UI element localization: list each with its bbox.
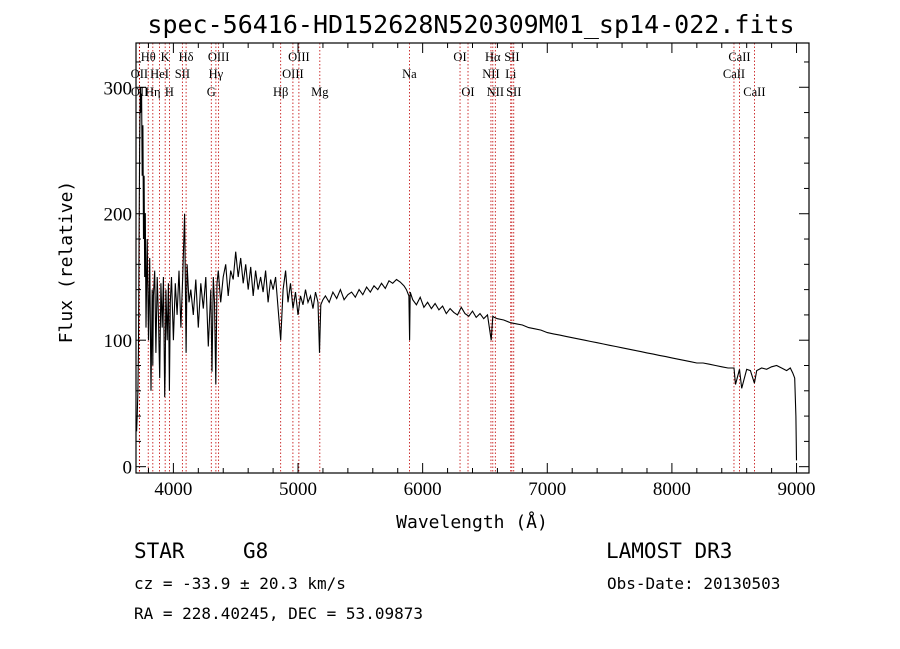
spectral-line-label: HeI [150, 67, 169, 81]
spectrum-chart: spec-56416-HD152628N520309M01_sp14-022.f… [56, 10, 816, 533]
spectral-line-label: OII [131, 85, 148, 99]
spectral-line-label: Hη [145, 85, 161, 99]
spectral-line-label: SII [504, 50, 519, 64]
x-tick-label: 6000 [404, 479, 442, 500]
x-axis: 4000 5000 6000 7000 8000 9000 [147, 43, 816, 500]
spectral-line-label: H [165, 85, 174, 99]
spectral-line-label: SII [506, 85, 521, 99]
spectral-line-label: Hθ [141, 50, 156, 64]
y-axis-label: Flux (relative) [56, 181, 77, 344]
y-tick-label: 100 [104, 331, 133, 352]
plot-frame [135, 42, 810, 474]
sky-coordinates: RA = 228.40245, DEC = 53.09873 [134, 604, 423, 623]
spectral-line-label: Hδ [179, 50, 194, 64]
spectral-line-label: Hα [485, 50, 501, 64]
spectral-line-label: Li [505, 67, 517, 81]
spectral-line-label: OII [131, 67, 148, 81]
x-axis-label: Wavelength (Å) [396, 511, 548, 533]
y-axis: 0 100 200 300 [104, 61, 809, 479]
spectral-line-label: CaII [743, 85, 765, 99]
x-tick-label: 9000 [778, 479, 816, 500]
y-tick-label: 300 [104, 78, 133, 99]
spectral-line-label: Mg [311, 85, 329, 99]
spectral-line-label: G [207, 85, 216, 99]
chart-title: spec-56416-HD152628N520309M01_sp14-022.f… [147, 10, 794, 39]
spectral-line-label: K [161, 50, 170, 64]
redshift-velocity: cz = -33.9 ± 20.3 km/s [134, 574, 346, 593]
spectral-line-labels: OIIOIIHθHηHeIKHSIIHδGHγOIIIHβOIIIOIIIMgN… [131, 50, 766, 99]
survey-name: LAMOST DR3 [606, 539, 733, 563]
x-tick-label: 8000 [653, 479, 691, 500]
x-tick-label: 4000 [154, 479, 192, 500]
spectral-line-label: OIII [208, 50, 230, 64]
x-tick-label: 5000 [279, 479, 317, 500]
spectral-line-label: Na [402, 67, 417, 81]
spectral-line-label: Hβ [273, 85, 288, 99]
y-tick-label: 0 [123, 458, 133, 479]
spectral-line-label: CaII [723, 67, 745, 81]
spectral-line-label: OI [461, 85, 474, 99]
spectral-line-label: OI [453, 50, 466, 64]
spectrum-line [135, 87, 798, 461]
spectral-line-label: CaII [728, 50, 750, 64]
object-class: STAR [134, 539, 185, 563]
spectral-line-markers [138, 43, 755, 473]
spectral-line-label: OIII [282, 67, 304, 81]
spectral-line-label: OIII [288, 50, 310, 64]
spectral-line-label: NII [482, 67, 499, 81]
y-tick-label: 200 [104, 205, 133, 226]
observation-date: Obs-Date: 20130503 [607, 574, 781, 593]
spectral-line-label: SII [175, 67, 190, 81]
x-tick-label: 7000 [528, 479, 566, 500]
spectral-line-label: Hγ [209, 67, 224, 81]
object-subclass: G8 [243, 539, 269, 563]
spectral-line-label: NII [487, 85, 504, 99]
